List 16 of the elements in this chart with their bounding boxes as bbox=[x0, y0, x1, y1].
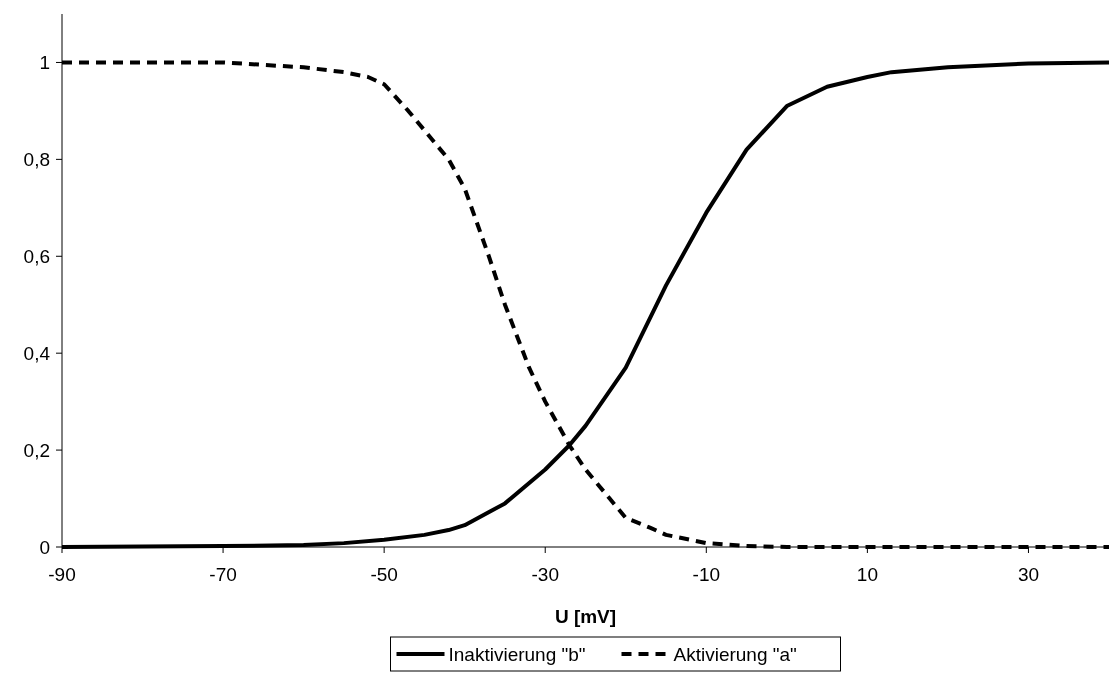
legend-label: Inaktivierung "b" bbox=[448, 643, 586, 665]
y-tick-label: 0,8 bbox=[23, 149, 50, 171]
x-tick-label: -10 bbox=[692, 564, 721, 585]
legend-label: Aktivierung "a" bbox=[673, 643, 797, 665]
y-tick-label: 1 bbox=[39, 52, 50, 74]
y-tick-label: 0 bbox=[39, 536, 50, 558]
x-tick-label: -90 bbox=[48, 564, 76, 585]
x-tick-label: 30 bbox=[1017, 564, 1040, 585]
x-tick-label: -30 bbox=[531, 564, 559, 585]
y-tick-label: 0,4 bbox=[23, 342, 51, 364]
x-tick-label: -50 bbox=[370, 564, 398, 585]
y-tick-label: 0,6 bbox=[23, 245, 50, 267]
x-tick-label: -70 bbox=[209, 564, 237, 585]
x-axis-title: U [mV] bbox=[554, 606, 617, 627]
x-tick-label: 10 bbox=[856, 564, 878, 585]
y-tick-label: 0,2 bbox=[23, 439, 50, 461]
